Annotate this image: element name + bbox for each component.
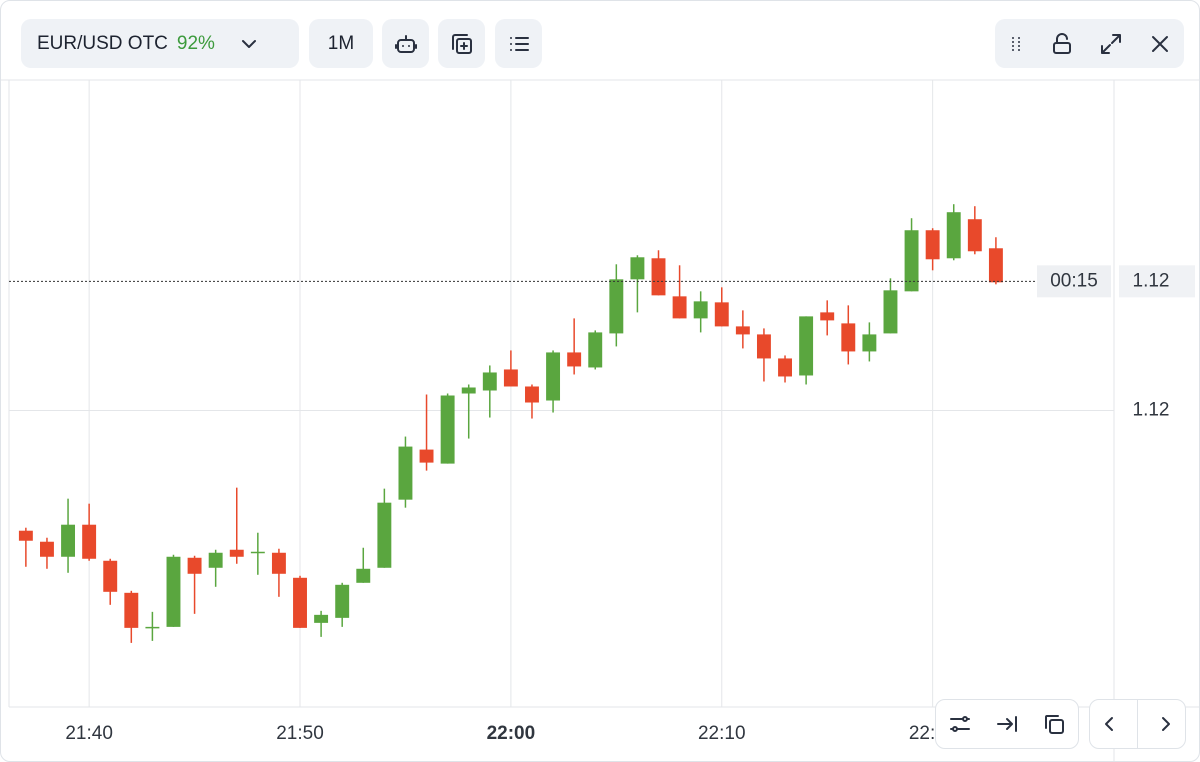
candle-body xyxy=(567,352,582,367)
candle-body xyxy=(314,614,329,623)
candle-body xyxy=(250,551,265,554)
drag-icon[interactable] xyxy=(1006,31,1026,57)
candle-body xyxy=(61,524,76,557)
candle-body xyxy=(988,248,1003,283)
candle-body xyxy=(756,334,771,359)
candle-body xyxy=(630,257,645,280)
timeframe-button[interactable]: 1M xyxy=(309,19,373,68)
list-icon xyxy=(509,36,529,51)
candle-body xyxy=(735,326,750,335)
indicators-button[interactable] xyxy=(495,19,542,68)
candle-body xyxy=(503,369,518,387)
candle-body xyxy=(946,212,961,259)
candle-body xyxy=(440,395,455,464)
chart-tools xyxy=(935,699,1079,749)
expand-icon[interactable] xyxy=(1098,31,1124,57)
candle-body xyxy=(124,592,139,628)
symbol-selector[interactable]: EUR/USD OTC 92% xyxy=(21,19,299,68)
candle-body xyxy=(546,352,561,401)
navigation xyxy=(1089,699,1186,749)
candle-body xyxy=(482,372,497,391)
candle-body xyxy=(39,541,54,557)
scroll-end-icon[interactable] xyxy=(994,711,1020,737)
candle-body xyxy=(166,556,181,627)
symbol: EUR/USD OTC xyxy=(37,32,168,54)
candle-body xyxy=(145,626,160,629)
y-tick-label: 1.12 xyxy=(1133,400,1170,421)
x-tick-label: 22:10 xyxy=(698,723,746,744)
chevron-icon xyxy=(241,39,256,48)
candle-body xyxy=(904,230,919,292)
grid xyxy=(9,80,1114,707)
candle-body xyxy=(525,386,539,403)
candle-body xyxy=(18,530,33,541)
countdown: 00:15 xyxy=(1050,270,1098,291)
settings-icon[interactable] xyxy=(947,711,973,737)
timeframe: 1M xyxy=(327,32,355,54)
x-tick-label: 21:50 xyxy=(276,723,324,744)
candle-body xyxy=(208,552,223,568)
candle-body xyxy=(925,230,940,260)
divider xyxy=(1137,700,1138,748)
countdown-box xyxy=(1037,265,1111,298)
candle-body xyxy=(799,316,814,376)
candle-body xyxy=(377,502,392,568)
payout: 92% xyxy=(176,32,215,54)
bot-button[interactable] xyxy=(382,19,429,68)
current-price-box xyxy=(1119,265,1195,298)
candle-body xyxy=(419,449,434,463)
candle-body xyxy=(398,446,413,500)
copy-icon[interactable] xyxy=(1041,711,1067,737)
candle-body xyxy=(588,332,603,368)
candle-body xyxy=(841,323,856,352)
next-icon[interactable] xyxy=(1152,711,1178,737)
candle-body xyxy=(293,577,307,628)
candle-body xyxy=(335,584,350,618)
candle-body xyxy=(883,290,898,334)
candle-body xyxy=(693,301,708,319)
current-price-label: 1.12 xyxy=(1133,270,1170,291)
add-chart-button[interactable] xyxy=(438,19,485,68)
candle-body xyxy=(651,258,666,296)
candle-body xyxy=(187,557,202,574)
candle-body xyxy=(820,312,835,321)
bot-icon xyxy=(394,34,417,53)
candle-body xyxy=(82,524,97,559)
candle-body xyxy=(862,334,877,352)
candle-body xyxy=(271,552,286,574)
window-controls xyxy=(995,19,1184,68)
candle-body xyxy=(461,387,476,394)
candle-body xyxy=(714,302,729,327)
prev-icon[interactable] xyxy=(1097,711,1123,737)
candle-body xyxy=(356,568,371,583)
x-tick-label: 22:00 xyxy=(487,723,536,744)
candle-body xyxy=(229,549,244,557)
add-chart-icon xyxy=(451,33,472,54)
candle-body xyxy=(778,358,792,377)
close-icon[interactable] xyxy=(1147,31,1173,57)
candle-body xyxy=(609,279,624,334)
candle-body xyxy=(672,296,687,319)
x-tick-label: 21:40 xyxy=(65,723,113,744)
lock-icon[interactable] xyxy=(1049,31,1075,57)
candle-body xyxy=(967,219,982,252)
candle-body xyxy=(103,560,118,592)
